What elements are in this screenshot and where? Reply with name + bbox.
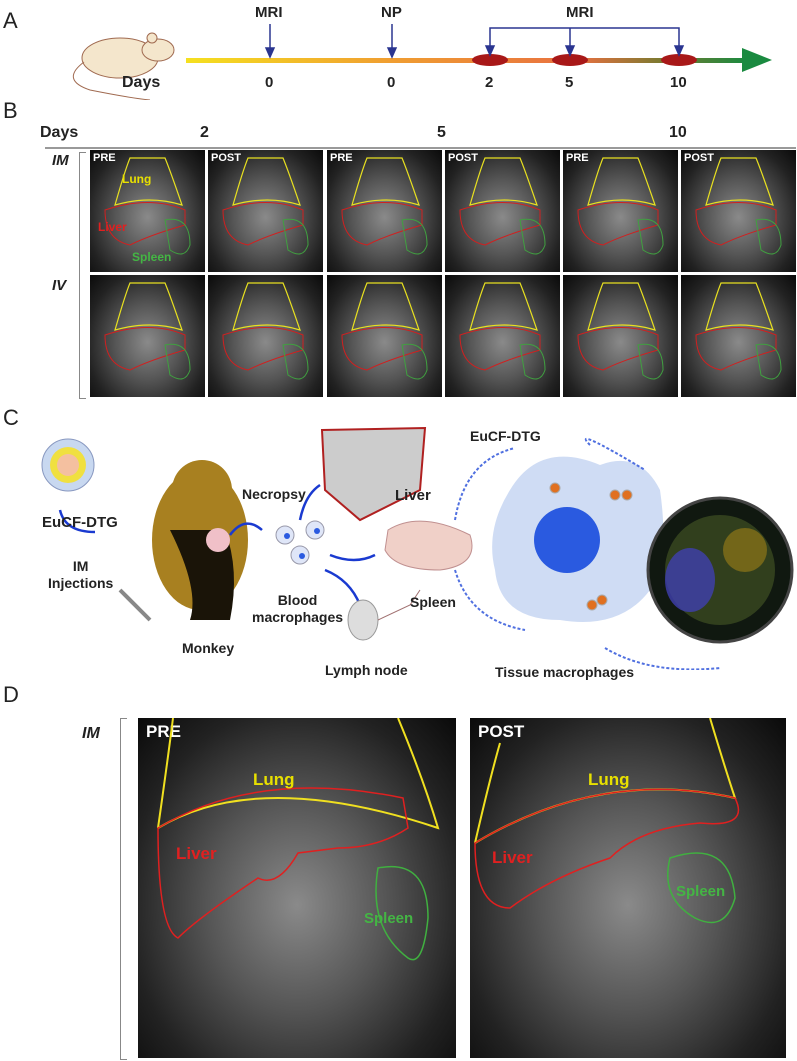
image-tag: POST xyxy=(211,152,241,164)
nanoparticle-uptake-icons xyxy=(549,482,633,611)
mri-markers xyxy=(472,54,697,66)
mri-thumbnail xyxy=(563,275,678,397)
mri-thumbnail xyxy=(681,275,796,397)
lung-label: Lung xyxy=(253,770,295,789)
row-label-iv: IV xyxy=(52,277,67,294)
nanoparticle-icon xyxy=(41,438,95,492)
nanoparticle-label: EuCF-DTG xyxy=(42,514,118,531)
lymph-node-icon xyxy=(347,589,421,641)
image-tag: PRE xyxy=(93,152,116,164)
mri-image-pre: PRE Lung Liver Spleen xyxy=(138,718,456,1058)
event-label: NP xyxy=(381,4,402,21)
spleen-label: Spleen xyxy=(676,883,726,900)
confocal-image xyxy=(646,496,794,644)
row-bracket xyxy=(79,152,86,399)
spleen-label: Spleen xyxy=(410,594,456,610)
day-tick: 10 xyxy=(670,74,687,91)
header-rule xyxy=(45,147,796,149)
day-tick: 0 xyxy=(265,74,274,91)
arrow xyxy=(298,483,321,521)
lymph-node-label: Lymph node xyxy=(325,662,408,678)
liver-label: Liver xyxy=(395,487,431,504)
days-label: Days xyxy=(122,74,161,91)
mri-thumbnail: PRE xyxy=(327,150,442,272)
image-tag: PRE xyxy=(330,152,353,164)
mri-thumbnail xyxy=(327,275,442,397)
spleen-label: Spleen xyxy=(132,250,172,264)
syringe-icon xyxy=(118,588,152,622)
spleen-label: Spleen xyxy=(364,910,414,927)
panel-c-label: C xyxy=(3,405,19,430)
day-header: 2 xyxy=(200,124,209,141)
image-tag: PRE xyxy=(566,152,589,164)
cell-nanoparticle-label: EuCF-DTG xyxy=(470,428,541,444)
nucleus-icon xyxy=(534,507,600,573)
row-label-im: IM xyxy=(52,152,69,169)
mouse-icon xyxy=(73,32,175,100)
event-arrows xyxy=(264,24,685,59)
day-tick: 0 xyxy=(387,74,396,91)
panel-b-label: B xyxy=(3,98,18,123)
mri-thumbnail xyxy=(445,275,560,397)
event-label: MRI xyxy=(566,4,594,21)
image-tag: POST xyxy=(448,152,478,164)
days-label: Days xyxy=(40,124,79,141)
arrow xyxy=(58,509,96,534)
timeline-bar xyxy=(186,58,746,63)
panel-a-label: A xyxy=(3,8,18,33)
mri-image-post: POST Lung Liver Spleen xyxy=(470,718,786,1058)
monkey-icon xyxy=(152,460,248,620)
necropsy-label: Necropsy xyxy=(242,486,306,502)
row-bracket xyxy=(120,718,127,1060)
liver-label: Liver xyxy=(492,848,533,867)
arrow xyxy=(229,522,263,536)
timeline xyxy=(73,24,772,100)
image-tag: POST xyxy=(478,722,525,741)
lung-label: Lung xyxy=(122,172,152,186)
day-header: 5 xyxy=(437,124,446,141)
liver-icon xyxy=(320,426,427,522)
day-tick: 2 xyxy=(485,74,494,91)
panel-d-label: D xyxy=(3,682,19,707)
blood-macrophages-label: Blood macrophages xyxy=(252,592,344,625)
lung-label: Lung xyxy=(588,770,630,789)
row-label-im: IM xyxy=(82,725,100,742)
image-tag: POST xyxy=(684,152,714,164)
tissue-macrophages-label: Tissue macrophages xyxy=(495,664,635,680)
mechanism-diagram xyxy=(41,426,794,670)
mri-thumbnail: POST xyxy=(445,150,560,272)
route-label: IM Injections xyxy=(48,558,114,591)
mri-thumbnail: POST xyxy=(208,150,323,272)
arrow xyxy=(329,553,376,562)
timeline-arrowhead xyxy=(742,48,772,72)
day-header: 10 xyxy=(669,124,687,141)
liver-label: Liver xyxy=(98,220,127,234)
mri-thumbnail: POST xyxy=(681,150,796,272)
event-label: MRI xyxy=(255,4,283,21)
spleen-icon xyxy=(384,520,473,571)
liver-label: Liver xyxy=(176,844,217,863)
mri-thumbnail: PRE Lung Liver Spleen xyxy=(90,150,205,272)
mri-thumbnail xyxy=(90,275,205,397)
mri-thumbnail: PRE xyxy=(563,150,678,272)
mri-thumbnail xyxy=(208,275,323,397)
monkey-label: Monkey xyxy=(182,640,235,656)
day-tick: 5 xyxy=(565,74,574,91)
